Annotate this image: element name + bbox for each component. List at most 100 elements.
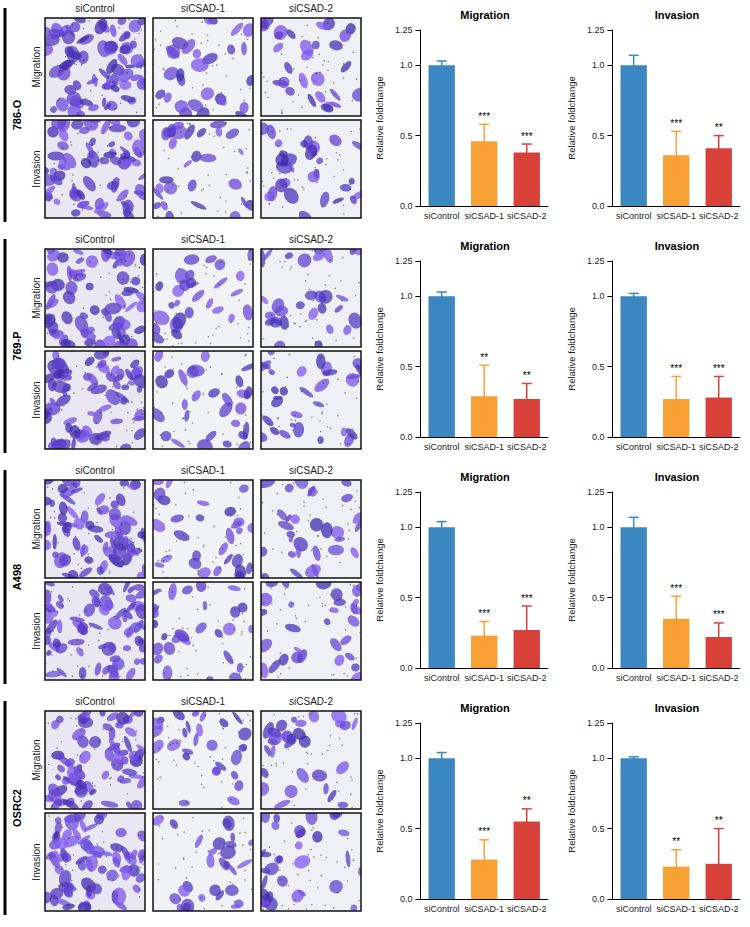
svg-text:***: *** xyxy=(478,826,490,837)
svg-text:siCSAD-1: siCSAD-1 xyxy=(181,3,225,14)
svg-text:1.0: 1.0 xyxy=(400,522,413,532)
svg-text:siControl: siControl xyxy=(75,465,114,476)
svg-text:1.25: 1.25 xyxy=(395,25,413,35)
svg-text:siControl: siControl xyxy=(75,3,114,14)
svg-text:siControl: siControl xyxy=(616,673,652,683)
svg-text:siCSAD-1: siCSAD-1 xyxy=(181,465,225,476)
svg-text:siControl: siControl xyxy=(75,234,114,245)
svg-text:siCSAD-1: siCSAD-1 xyxy=(181,234,225,245)
svg-text:1.25: 1.25 xyxy=(587,718,605,728)
svg-text:769-P: 769-P xyxy=(11,331,23,360)
svg-text:siControl: siControl xyxy=(616,442,652,452)
svg-text:**: ** xyxy=(672,836,680,847)
svg-text:siControl: siControl xyxy=(75,696,114,707)
svg-text:1.25: 1.25 xyxy=(395,256,413,266)
svg-text:OSRC2: OSRC2 xyxy=(11,789,23,827)
svg-text:**: ** xyxy=(715,815,723,826)
svg-text:Relative foldchange: Relative foldchange xyxy=(374,307,385,390)
svg-text:***: *** xyxy=(521,131,533,142)
svg-text:siControl: siControl xyxy=(616,211,652,221)
svg-text:**: ** xyxy=(715,122,723,133)
svg-text:Relative foldchange: Relative foldchange xyxy=(566,538,577,621)
svg-text:***: *** xyxy=(478,608,490,619)
svg-text:0.0: 0.0 xyxy=(400,663,413,673)
svg-text:siControl: siControl xyxy=(424,211,460,221)
svg-text:siCSAD-1: siCSAD-1 xyxy=(464,442,504,452)
svg-text:Invasion: Invasion xyxy=(655,9,700,21)
svg-text:***: *** xyxy=(478,111,490,122)
svg-text:0.5: 0.5 xyxy=(592,593,605,603)
svg-text:0.5: 0.5 xyxy=(400,362,413,372)
svg-text:0.5: 0.5 xyxy=(400,824,413,834)
svg-text:1.0: 1.0 xyxy=(400,60,413,70)
svg-text:1.25: 1.25 xyxy=(587,487,605,497)
svg-text:**: ** xyxy=(480,352,488,363)
svg-text:siCSAD-2: siCSAD-2 xyxy=(289,465,333,476)
svg-text:***: *** xyxy=(670,118,682,129)
svg-text:0.5: 0.5 xyxy=(592,131,605,141)
svg-text:1.25: 1.25 xyxy=(395,487,413,497)
svg-text:Migration: Migration xyxy=(460,471,510,483)
svg-text:0.0: 0.0 xyxy=(592,663,605,673)
svg-text:siCSAD-2: siCSAD-2 xyxy=(289,696,333,707)
svg-text:siCSAD-1: siCSAD-1 xyxy=(464,904,504,914)
svg-text:siControl: siControl xyxy=(424,904,460,914)
svg-text:0.0: 0.0 xyxy=(400,201,413,211)
svg-text:siCSAD-2: siCSAD-2 xyxy=(507,211,547,221)
svg-text:***: *** xyxy=(713,609,725,620)
svg-text:0.0: 0.0 xyxy=(592,894,605,904)
svg-text:0.5: 0.5 xyxy=(400,593,413,603)
svg-text:siCSAD-1: siCSAD-1 xyxy=(656,442,696,452)
svg-text:Migration: Migration xyxy=(31,46,42,87)
svg-text:Relative foldchange: Relative foldchange xyxy=(374,769,385,852)
svg-text:1.0: 1.0 xyxy=(400,753,413,763)
svg-text:Relative foldchange: Relative foldchange xyxy=(374,538,385,621)
svg-text:Invasion: Invasion xyxy=(31,843,42,880)
svg-text:1.0: 1.0 xyxy=(592,60,605,70)
svg-text:siCSAD-2: siCSAD-2 xyxy=(699,442,739,452)
svg-text:siControl: siControl xyxy=(424,442,460,452)
svg-text:siCSAD-1: siCSAD-1 xyxy=(181,696,225,707)
svg-text:siCSAD-2: siCSAD-2 xyxy=(507,904,547,914)
svg-text:Relative foldchange: Relative foldchange xyxy=(374,76,385,159)
svg-text:**: ** xyxy=(523,795,531,806)
svg-text:Migration: Migration xyxy=(31,739,42,780)
svg-text:Migration: Migration xyxy=(460,702,510,714)
svg-text:0.5: 0.5 xyxy=(592,824,605,834)
svg-text:Invasion: Invasion xyxy=(655,240,700,252)
svg-text:A498: A498 xyxy=(11,564,23,590)
svg-text:1.25: 1.25 xyxy=(395,718,413,728)
svg-text:Migration: Migration xyxy=(460,9,510,21)
svg-text:siCSAD-1: siCSAD-1 xyxy=(656,673,696,683)
svg-text:siCSAD-1: siCSAD-1 xyxy=(656,904,696,914)
svg-text:1.25: 1.25 xyxy=(587,25,605,35)
svg-text:Relative foldchange: Relative foldchange xyxy=(566,307,577,390)
svg-text:siCSAD-2: siCSAD-2 xyxy=(699,211,739,221)
svg-text:1.0: 1.0 xyxy=(592,522,605,532)
svg-text:Relative foldchange: Relative foldchange xyxy=(566,76,577,159)
svg-text:siCSAD-2: siCSAD-2 xyxy=(699,673,739,683)
svg-text:siCSAD-2: siCSAD-2 xyxy=(507,673,547,683)
svg-text:Invasion: Invasion xyxy=(655,702,700,714)
svg-text:**: ** xyxy=(523,370,531,381)
svg-text:1.0: 1.0 xyxy=(592,291,605,301)
svg-text:***: *** xyxy=(670,583,682,594)
svg-text:siCSAD-2: siCSAD-2 xyxy=(289,3,333,14)
svg-text:siControl: siControl xyxy=(424,673,460,683)
svg-text:Migration: Migration xyxy=(31,277,42,318)
svg-text:siCSAD-2: siCSAD-2 xyxy=(699,904,739,914)
svg-text:siCSAD-1: siCSAD-1 xyxy=(464,211,504,221)
svg-text:Migration: Migration xyxy=(460,240,510,252)
svg-text:1.0: 1.0 xyxy=(592,753,605,763)
svg-text:siCSAD-1: siCSAD-1 xyxy=(656,211,696,221)
svg-text:0.5: 0.5 xyxy=(592,362,605,372)
svg-text:0.5: 0.5 xyxy=(400,131,413,141)
svg-text:0.0: 0.0 xyxy=(400,894,413,904)
svg-text:0.0: 0.0 xyxy=(400,432,413,442)
svg-text:siCSAD-2: siCSAD-2 xyxy=(289,234,333,245)
svg-text:0.0: 0.0 xyxy=(592,432,605,442)
svg-text:siCSAD-1: siCSAD-1 xyxy=(464,673,504,683)
svg-text:Invasion: Invasion xyxy=(655,471,700,483)
svg-text:Migration: Migration xyxy=(31,508,42,549)
svg-text:siCSAD-2: siCSAD-2 xyxy=(507,442,547,452)
